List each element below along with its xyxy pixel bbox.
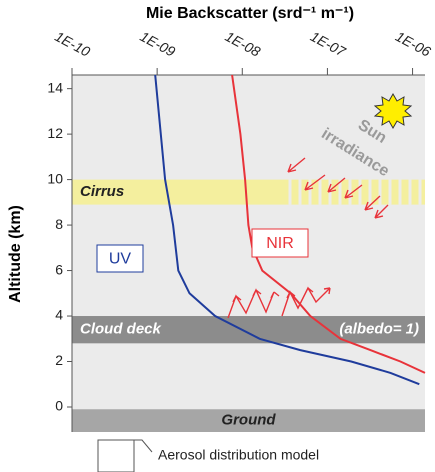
y-tick-label: 4 (55, 307, 63, 323)
data-line (154, 74, 420, 386)
y-tick-label: 14 (47, 79, 63, 95)
y-tick-label: 0 (55, 398, 63, 414)
data-line (231, 74, 426, 374)
x-tick-label: 1E-07 (308, 28, 350, 60)
y-tick-label: 6 (55, 261, 63, 277)
band-label: Ground (221, 412, 276, 429)
irradiance-arrows (287, 157, 389, 219)
y-tick-label: 10 (47, 170, 63, 186)
band-label: Cirrus (80, 183, 124, 200)
legend-label: Aerosol distribution model (158, 447, 319, 463)
band (72, 316, 425, 344)
x-tick-label: 1E-08 (223, 28, 264, 60)
x-tick-label: 1E-09 (137, 28, 178, 60)
series-label-box (96, 244, 144, 273)
band-note: (albedo= 1) (339, 321, 419, 338)
band (72, 179, 425, 205)
y-axis-label: Altitude (km) (7, 205, 24, 303)
y-tick-label: 12 (47, 125, 63, 141)
series-label-box (251, 228, 309, 258)
y-tick-label: 2 (55, 352, 63, 368)
sun-icon (373, 92, 413, 130)
reflected-arrows (227, 286, 331, 319)
plot-area: Cirrus Cloud deck (albedo= 1) Ground 0 2 4 6 8 10… (47, 28, 434, 432)
y-tick-label: 8 (55, 216, 63, 232)
band (72, 409, 425, 432)
series-label: NIR (266, 235, 294, 252)
legend: Aerosol distribution model (97, 439, 319, 472)
series-label: UV (109, 251, 132, 268)
x-tick-label: 1E-06 (393, 28, 434, 60)
band-label: Cloud deck (80, 321, 162, 338)
chart-title: Mie Backscatter (srd⁻¹ m⁻¹) (146, 5, 354, 22)
x-tick-label: 1E-10 (52, 28, 93, 60)
legend-box (97, 439, 135, 472)
legend-pointer (134, 439, 153, 453)
